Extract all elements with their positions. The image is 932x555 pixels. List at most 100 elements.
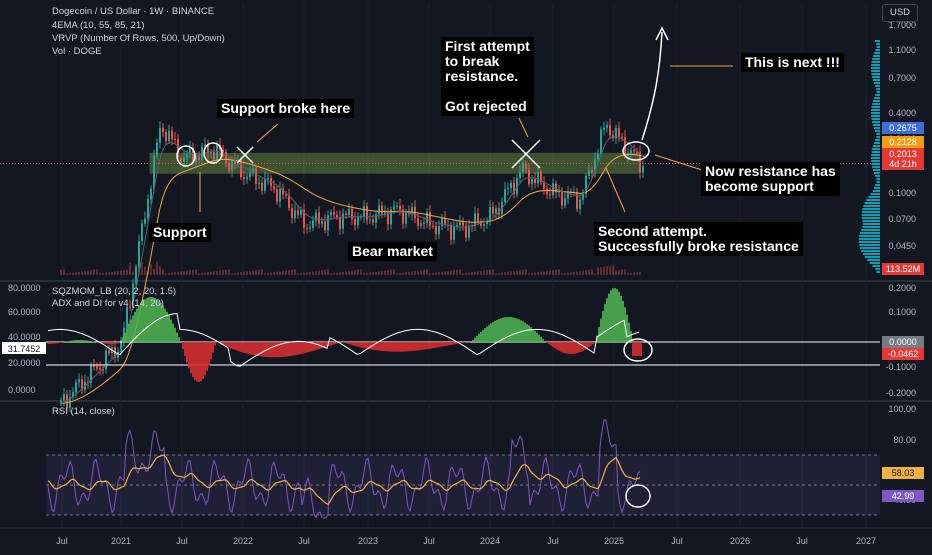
- squeeze-bar: [564, 342, 566, 353]
- volume-profile-bar: [873, 145, 880, 147]
- volume-bar: [150, 264, 152, 275]
- volume-bar: [321, 270, 323, 275]
- candle-body: [162, 128, 164, 132]
- volume-bar: [549, 271, 551, 275]
- squeeze-bar: [48, 342, 50, 344]
- candle-body: [144, 219, 146, 224]
- squeeze-bar: [90, 341, 92, 342]
- volume-bar: [63, 269, 65, 275]
- squeeze-bar: [344, 342, 346, 343]
- squeeze-bar: [442, 342, 444, 346]
- currency-button[interactable]: USD: [882, 4, 918, 22]
- volume-bar: [180, 271, 182, 275]
- squeeze-bar: [612, 288, 614, 342]
- squeeze-bar: [634, 342, 636, 356]
- squeeze-bar: [356, 342, 358, 346]
- squeeze-bar: [290, 342, 292, 356]
- candle-body: [291, 208, 293, 218]
- candle-body: [450, 225, 452, 240]
- squeeze-bar: [106, 342, 108, 344]
- squeeze-bar: [346, 342, 348, 344]
- squeeze-bar: [474, 338, 476, 342]
- adx-legend[interactable]: ADX and DI for v4 (14, 20): [52, 298, 164, 309]
- candle-body: [156, 142, 158, 155]
- squeeze-bar: [270, 342, 272, 357]
- volume-bar: [99, 273, 101, 275]
- volume-bar: [339, 272, 341, 275]
- squeeze-bar: [532, 329, 534, 342]
- squeeze-bar: [426, 342, 428, 349]
- symbol-title[interactable]: Dogecoin / US Dollar · 1W · BINANCE: [52, 6, 214, 17]
- candle-body: [294, 210, 296, 217]
- volume-bar: [432, 273, 434, 275]
- candle-body: [534, 179, 536, 183]
- volume-bar: [348, 271, 350, 275]
- squeeze-bar: [118, 342, 120, 343]
- squeeze-bar: [50, 342, 52, 344]
- volume-profile-bar: [874, 52, 880, 54]
- volume-profile-bar: [866, 199, 880, 201]
- squeeze-bar: [236, 342, 238, 351]
- squeeze-legend[interactable]: SQZMOM_LB (20, 2, 20, 1.5): [52, 286, 176, 297]
- volume-bar: [486, 270, 488, 275]
- volume-bar: [129, 263, 131, 275]
- volume-bar: [213, 271, 215, 275]
- volume-bar: [408, 272, 410, 275]
- price-tag-label: 0.2675: [889, 123, 917, 133]
- volume-bar: [468, 273, 470, 275]
- volume-bar: [588, 270, 590, 275]
- candle-body: [108, 351, 110, 353]
- volume-profile-bar: [875, 85, 880, 87]
- squeeze-bar: [206, 342, 208, 371]
- candle-body: [543, 182, 545, 188]
- volume-bar: [612, 265, 614, 275]
- candle-body: [609, 125, 611, 135]
- volume-bar: [522, 270, 524, 275]
- squeeze-bar: [76, 340, 78, 342]
- vrvp-legend[interactable]: VRVP (Number Of Rows, 500, Up/Down): [52, 33, 225, 44]
- squeeze-bar: [430, 342, 432, 349]
- squeeze-bar: [508, 317, 510, 342]
- candle-body: [171, 131, 173, 139]
- volume-profile-bar: [873, 124, 880, 126]
- volume-profile-bar: [874, 142, 880, 144]
- squeeze-bar: [182, 342, 184, 349]
- squeeze-bar: [598, 327, 600, 342]
- ema-legend[interactable]: 4EMA (10, 55, 85, 21): [52, 20, 144, 31]
- candle-body: [243, 177, 245, 179]
- rsi-legend[interactable]: RSI (14, close): [52, 406, 115, 417]
- candle-body: [579, 200, 581, 209]
- squeeze-bar: [226, 342, 228, 347]
- squeeze-bar: [70, 341, 72, 342]
- squeeze-bar: [434, 342, 436, 348]
- squeeze-bar: [56, 342, 58, 343]
- volume-profile-bar: [860, 232, 880, 234]
- squeeze-bar: [542, 339, 544, 342]
- candle-body: [441, 218, 443, 226]
- volume-profile-bar: [871, 67, 880, 69]
- volume-bar: [615, 271, 617, 275]
- volume-bar: [186, 271, 188, 275]
- squeeze-bar: [196, 342, 198, 382]
- adx-tick-label: 80.0000: [8, 283, 41, 293]
- squeeze-bar: [108, 342, 110, 344]
- volume-bar: [636, 272, 638, 275]
- volume-profile-bar: [862, 208, 880, 210]
- volume-profile-bar: [877, 46, 880, 48]
- squeeze-bar: [584, 342, 586, 350]
- volume-bar: [183, 271, 185, 275]
- annotation-now-resistance: Now resistance has become support: [701, 162, 840, 196]
- volume-bar: [534, 273, 536, 275]
- volume-bar: [633, 273, 635, 275]
- squeeze-bar: [358, 342, 360, 347]
- second-attempt-pointer: [606, 168, 625, 212]
- volume-bar: [516, 271, 518, 275]
- squeeze-bar: [518, 319, 520, 342]
- squeeze-bar: [234, 342, 236, 350]
- rsi-value-label: 42.99: [892, 491, 915, 501]
- squeeze-bar: [590, 342, 592, 346]
- volume-legend[interactable]: Vol · DOGE: [52, 46, 102, 57]
- price-tick-label: 0.7000: [888, 73, 916, 83]
- volume-profile-bar: [872, 76, 880, 78]
- squeeze-bar: [170, 320, 172, 343]
